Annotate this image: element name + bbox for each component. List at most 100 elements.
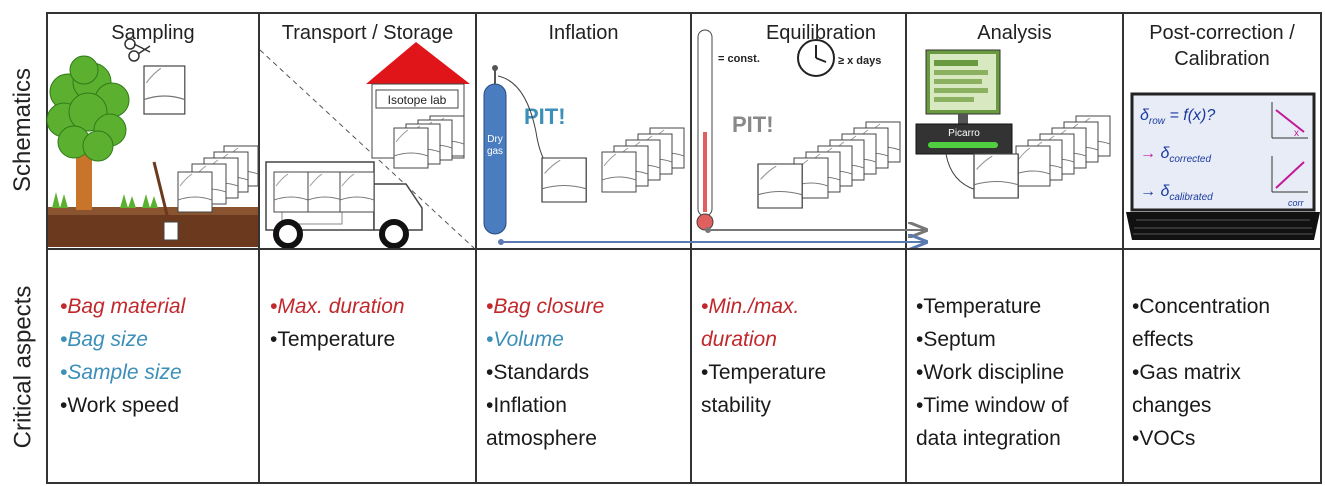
aspect-item: •Work speed (60, 394, 180, 417)
table-bottom-border (46, 482, 1322, 484)
aspect-item: •Temperature (916, 295, 1042, 318)
aspect-item: •Septum (916, 328, 996, 351)
scissors-icon (124, 38, 151, 62)
column-title-text: Equilibration (765, 22, 877, 44)
aspect-item: changes (1132, 394, 1212, 417)
aspects-inflation: •Bag closure •Volume •Standards •Inflation a… (486, 290, 604, 455)
aspect-item: •Standards (486, 361, 590, 384)
aspect-item: •Gas matrix (1132, 361, 1241, 384)
column-title-postcorrection: Post-correction / Calibration (1124, 20, 1320, 72)
postcorrection-schematic: δrow = f(x)? → δcorrected → δcalibrated … (1126, 92, 1320, 240)
col-divider-3 (690, 12, 692, 484)
isotope-lab-sign (375, 89, 459, 109)
mini-plot (1271, 102, 1308, 139)
column-title-text: Sampling (111, 22, 195, 44)
aspect-item: •Bag size (60, 328, 148, 351)
sampling-schematic (46, 38, 259, 247)
laptop-keyboard (1126, 212, 1320, 240)
column-title-inflation: Inflation (477, 20, 690, 46)
row-divider (46, 248, 1322, 250)
aspect-item: •Time window of (916, 394, 1069, 417)
mini-plot-corr: corr (1288, 198, 1305, 208)
analysis-bag (973, 153, 1019, 199)
soil-top (48, 207, 258, 215)
aspect-item: •Temperature (701, 361, 827, 384)
analysis-tube (945, 153, 977, 191)
dry-gas-label: Dry (487, 134, 503, 145)
aspect-item: duration (701, 328, 777, 351)
aspect-item: •Max. duration (270, 295, 405, 318)
aspects-postcorrection: •Concentration effects •Gas matrix changes •… (1132, 290, 1270, 455)
col-divider-0 (46, 12, 48, 484)
laptop-screen (1130, 92, 1316, 212)
column-title-transport: Transport / Storage (260, 20, 475, 46)
mini-plot-x: x (1294, 128, 1299, 139)
lab-bag (393, 127, 429, 169)
column-title-text: Transport / Storage (281, 22, 454, 44)
truck-bag (339, 171, 375, 213)
picarro-label: Picarro (948, 128, 980, 139)
row-label-schematics-text: Schematics (9, 67, 37, 193)
aspect-item: atmosphere (486, 427, 597, 450)
formula-row: δrow = f(x)? (1140, 107, 1215, 127)
column-title-text: Inflation (548, 22, 619, 44)
truck-bag (273, 171, 309, 213)
sampling-bag (177, 171, 213, 213)
tree-canopy (46, 55, 130, 162)
aspects-equilibration: •Min./max. duration •Temperature stability (701, 290, 826, 422)
col-divider-5 (1122, 12, 1124, 484)
aspect-item: •Sample size (60, 361, 182, 384)
aspect-item: •Concentration (1132, 295, 1271, 318)
row-label-critical-text: Critical aspects (9, 285, 36, 449)
row-label-critical: Critical aspects (0, 250, 46, 484)
aspect-item: •Min./max. (701, 295, 800, 318)
grass (52, 192, 158, 208)
pit-label: PIT! (732, 112, 774, 137)
column-title-equilibration: Equilibration (736, 20, 906, 46)
column-title-text: Post-correction / (1149, 22, 1295, 44)
formula-calibrated: → δcalibrated (1140, 183, 1213, 203)
pit-label: PIT! (524, 104, 566, 129)
isotope-lab-label: Isotope lab (388, 93, 447, 107)
col-divider-6 (1320, 12, 1322, 484)
process-table: Sampling Transport / Storage Inflation E… (46, 12, 1322, 484)
inflation-bag (601, 151, 637, 193)
equilibration-schematic: = const. ≥ x days PIT! (696, 29, 901, 231)
aspect-item: stability (701, 394, 772, 417)
transport-schematic: Isotope lab (259, 42, 475, 248)
aspects-analysis: •Temperature •Septum •Work discipline •Time… (916, 290, 1068, 455)
sampling-bag (143, 65, 186, 115)
aspect-item: effects (1132, 328, 1194, 351)
gas-cylinder (483, 83, 507, 235)
equilibration-bag (757, 163, 803, 209)
inflation-bag (541, 157, 587, 203)
analysis-schematic: Picarro (915, 49, 1111, 199)
column-title-analysis: Analysis (907, 20, 1122, 46)
aspect-item: •Bag closure (486, 295, 605, 318)
aspect-item: data integration (916, 427, 1061, 450)
aspect-item: •Volume (486, 328, 564, 351)
inflation-schematic: Dry gas PIT! (483, 65, 685, 235)
dry-gas-label: gas (487, 146, 503, 157)
truck-bag (307, 171, 343, 213)
mini-plot (1271, 156, 1308, 193)
formula-corrected: → δcorrected (1140, 145, 1211, 165)
tree-trunk (76, 152, 92, 210)
aspect-item: •Temperature (270, 328, 396, 351)
const-label: = const. (718, 53, 760, 65)
aspects-sampling: •Bag material •Bag size •Sample size •Work … (60, 290, 185, 422)
aspects-transport: •Max. duration •Temperature (270, 290, 405, 356)
column-title-sampling: Sampling (48, 20, 258, 46)
col-divider-4 (905, 12, 907, 484)
table-top-border (46, 12, 1322, 14)
aspect-item: •Bag material (60, 295, 186, 318)
col-divider-2 (475, 12, 477, 484)
days-label: ≥ x days (838, 55, 881, 67)
shovel (152, 161, 179, 241)
diagonal-divider (259, 49, 475, 248)
row-label-schematics: Schematics (0, 12, 46, 248)
aspect-item: •VOCs (1132, 427, 1196, 450)
aspect-item: •Work discipline (916, 361, 1065, 384)
column-title-text: Calibration (1174, 48, 1270, 70)
picarro-device (915, 123, 1013, 155)
